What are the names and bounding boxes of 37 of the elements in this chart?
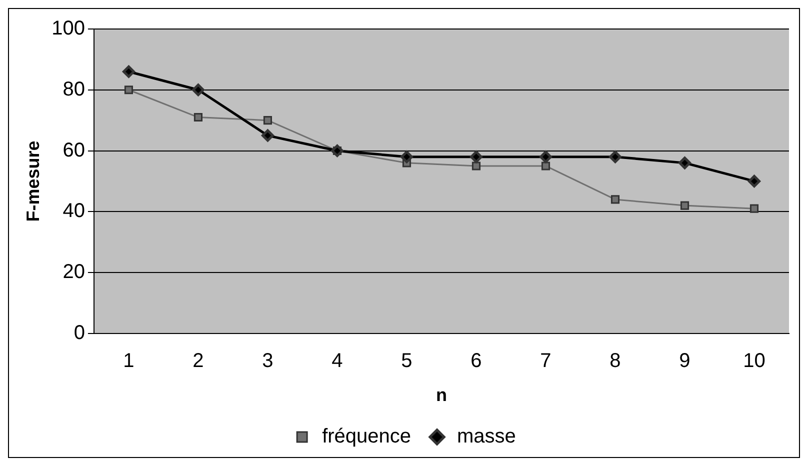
point [261, 129, 274, 142]
point [470, 150, 482, 164]
y-axis-title: F-mesure [22, 140, 43, 222]
x-tick-label: 5 [401, 350, 412, 372]
point [124, 86, 134, 94]
x-tick-label: 10 [743, 350, 766, 372]
y-tick-label: 20 [62, 261, 85, 284]
point [194, 112, 203, 122]
point [472, 162, 481, 170]
point [678, 156, 691, 170]
point [263, 116, 272, 125]
x-tick-label: 4 [332, 350, 343, 372]
x-tick-label: 2 [192, 350, 204, 372]
point [400, 150, 413, 164]
x-tick-label: 7 [540, 350, 552, 372]
x-tick-label: 3 [262, 350, 274, 372]
legend-label: masse [457, 426, 516, 448]
legend-label: fréquence [322, 426, 412, 448]
y-tick-label: 60 [62, 139, 85, 162]
point [680, 201, 690, 210]
point [608, 150, 622, 164]
x-axis-title: n [436, 385, 447, 406]
y-tick-label: 40 [62, 200, 85, 222]
point [541, 162, 550, 170]
point [539, 150, 552, 164]
point [750, 204, 759, 213]
x-tick-label: 8 [610, 350, 621, 372]
y-tick-label: 100 [52, 18, 85, 40]
y-tick-label: 0 [74, 322, 85, 344]
point [748, 174, 760, 188]
point [610, 195, 620, 204]
point [122, 65, 135, 78]
x-tick-label: 9 [679, 350, 690, 372]
y-tick-label: 80 [62, 78, 85, 100]
point [192, 84, 204, 96]
x-tick-label: 1 [123, 350, 134, 372]
x-tick-label: 6 [470, 350, 482, 372]
